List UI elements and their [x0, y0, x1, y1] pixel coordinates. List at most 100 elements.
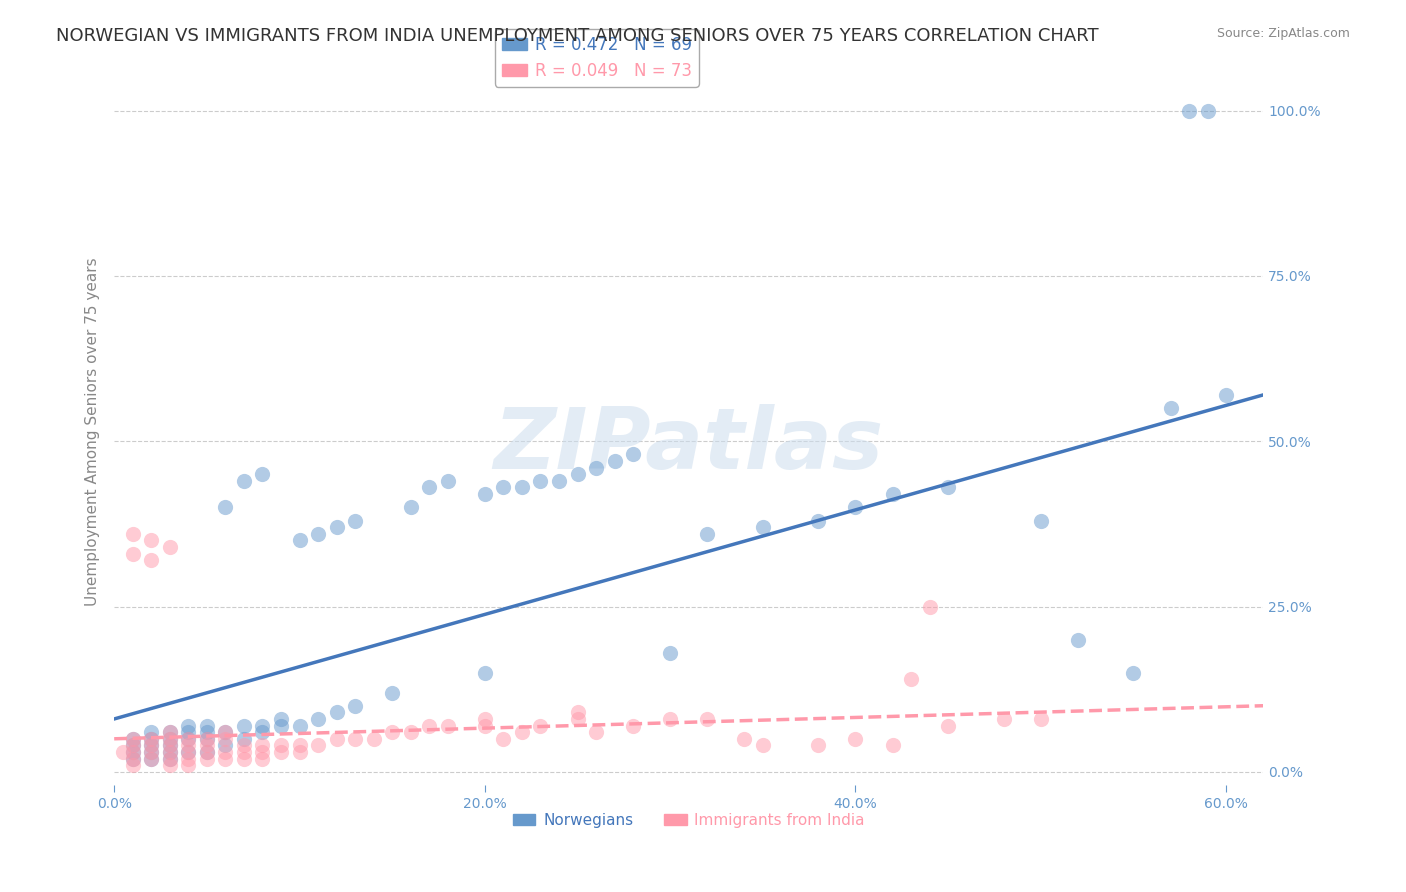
Point [177, 745, 200, 759]
Point [344, 514, 367, 528]
Point [195, 751, 218, 765]
Point [1160, 401, 1182, 416]
Point [344, 731, 367, 746]
Point [603, 454, 626, 468]
Point [307, 526, 329, 541]
Point [510, 481, 533, 495]
Point [141, 745, 163, 759]
Point [993, 712, 1015, 726]
Text: NORWEGIAN VS IMMIGRANTS FROM INDIA UNEMPLOYMENT AMONG SENIORS OVER 75 YEARS CORR: NORWEGIAN VS IMMIGRANTS FROM INDIA UNEMP… [56, 27, 1099, 45]
Point [567, 712, 589, 726]
Point [141, 725, 163, 739]
Point [1029, 712, 1052, 726]
Point [159, 745, 181, 759]
Point [121, 526, 143, 541]
Point [492, 481, 515, 495]
Point [232, 739, 254, 753]
Point [621, 718, 644, 732]
Point [141, 731, 163, 746]
Point [344, 698, 367, 713]
Point [177, 758, 200, 772]
Point [752, 739, 775, 753]
Point [733, 731, 755, 746]
Point [177, 718, 200, 732]
Point [399, 725, 422, 739]
Point [214, 739, 236, 753]
Point [159, 758, 181, 772]
Point [510, 725, 533, 739]
Point [121, 731, 143, 746]
Point [159, 739, 181, 753]
Point [474, 487, 496, 501]
Point [177, 731, 200, 746]
Point [214, 751, 236, 765]
Point [288, 533, 311, 548]
Point [567, 467, 589, 482]
Point [252, 467, 274, 482]
Point [325, 731, 347, 746]
Point [752, 520, 775, 534]
Point [529, 474, 551, 488]
Point [141, 533, 163, 548]
Point [307, 739, 329, 753]
Point [159, 731, 181, 746]
Point [548, 474, 571, 488]
Point [288, 718, 311, 732]
Point [232, 751, 254, 765]
Point [177, 731, 200, 746]
Point [325, 706, 347, 720]
Point [844, 500, 866, 515]
Point [177, 725, 200, 739]
Point [529, 718, 551, 732]
Point [121, 731, 143, 746]
Point [214, 745, 236, 759]
Point [141, 751, 163, 765]
Point [585, 725, 607, 739]
Point [159, 751, 181, 765]
Point [159, 725, 181, 739]
Point [381, 685, 404, 699]
Point [696, 712, 718, 726]
Point [121, 739, 143, 753]
Point [288, 739, 311, 753]
Point [232, 731, 254, 746]
Point [270, 712, 292, 726]
Point [159, 751, 181, 765]
Point [1215, 388, 1237, 402]
Point [436, 718, 458, 732]
Point [900, 673, 922, 687]
Point [214, 500, 236, 515]
Point [177, 745, 200, 759]
Point [585, 460, 607, 475]
Point [270, 718, 292, 732]
Point [214, 731, 236, 746]
Point [918, 599, 941, 614]
Point [252, 725, 274, 739]
Point [159, 725, 181, 739]
Point [252, 751, 274, 765]
Legend: Norwegians, Immigrants from India: Norwegians, Immigrants from India [506, 807, 870, 834]
Point [195, 718, 218, 732]
Point [214, 725, 236, 739]
Point [418, 481, 440, 495]
Point [1122, 665, 1144, 680]
Point [696, 526, 718, 541]
Point [325, 520, 347, 534]
Point [159, 731, 181, 746]
Point [492, 731, 515, 746]
Y-axis label: Unemployment Among Seniors over 75 years: Unemployment Among Seniors over 75 years [86, 257, 100, 606]
Point [141, 553, 163, 567]
Point [399, 500, 422, 515]
Point [195, 731, 218, 746]
Point [159, 540, 181, 554]
Point [141, 745, 163, 759]
Point [436, 474, 458, 488]
Text: Source: ZipAtlas.com: Source: ZipAtlas.com [1216, 27, 1350, 40]
Point [621, 447, 644, 461]
Point [252, 745, 274, 759]
Point [121, 751, 143, 765]
Point [121, 758, 143, 772]
Point [195, 745, 218, 759]
Point [1029, 514, 1052, 528]
Point [159, 745, 181, 759]
